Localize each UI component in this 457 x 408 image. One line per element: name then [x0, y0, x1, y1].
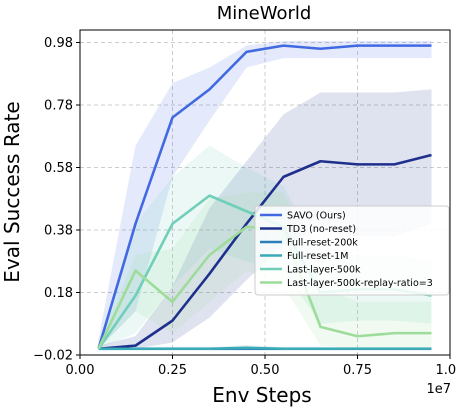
legend-label: TD3 (no-reset) — [286, 224, 356, 235]
series-line — [97, 44, 432, 350]
x-tick-label: 0.25 — [158, 363, 187, 378]
legend-label: Full-reset-1M — [287, 251, 348, 262]
x-axis-multiplier: 1e7 — [426, 382, 451, 397]
x-tick-label: 0.00 — [66, 363, 95, 378]
y-tick-label: −0.02 — [33, 349, 73, 364]
legend-label: Last-layer-500k-replay-ratio=3 — [287, 278, 433, 289]
series-line — [98, 346, 432, 351]
y-tick-label: 0.18 — [44, 286, 73, 301]
x-axis: 0.00 0.25 0.50 0.75 1.00 — [66, 355, 457, 378]
y-axis-title: Eval Success Rate — [0, 101, 24, 282]
legend-label: Last-layer-500k — [287, 265, 361, 276]
y-tick-label: 0.38 — [44, 224, 73, 239]
legend: SAVO (Ours) TD3 (no-reset) Full-reset-200k… — [254, 205, 450, 296]
x-tick-label: 1.00 — [436, 363, 457, 378]
y-tick-label: 0.98 — [44, 36, 73, 51]
series-band — [98, 40, 432, 349]
legend-box — [254, 205, 450, 296]
x-tick-label: 0.50 — [251, 363, 280, 378]
series-line — [98, 153, 432, 351]
legend-label: Full-reset-200k — [287, 238, 358, 249]
legend-label: SAVO (Ours) — [287, 211, 346, 222]
y-axis: −0.02 0.18 0.38 0.58 0.78 0.98 — [33, 36, 80, 364]
x-tick-label: 0.75 — [343, 363, 372, 378]
x-axis-title: Env Steps — [212, 383, 311, 407]
chart-title: MineWorld — [217, 3, 312, 24]
y-tick-label: 0.58 — [44, 161, 73, 176]
y-tick-label: 0.78 — [44, 99, 73, 114]
